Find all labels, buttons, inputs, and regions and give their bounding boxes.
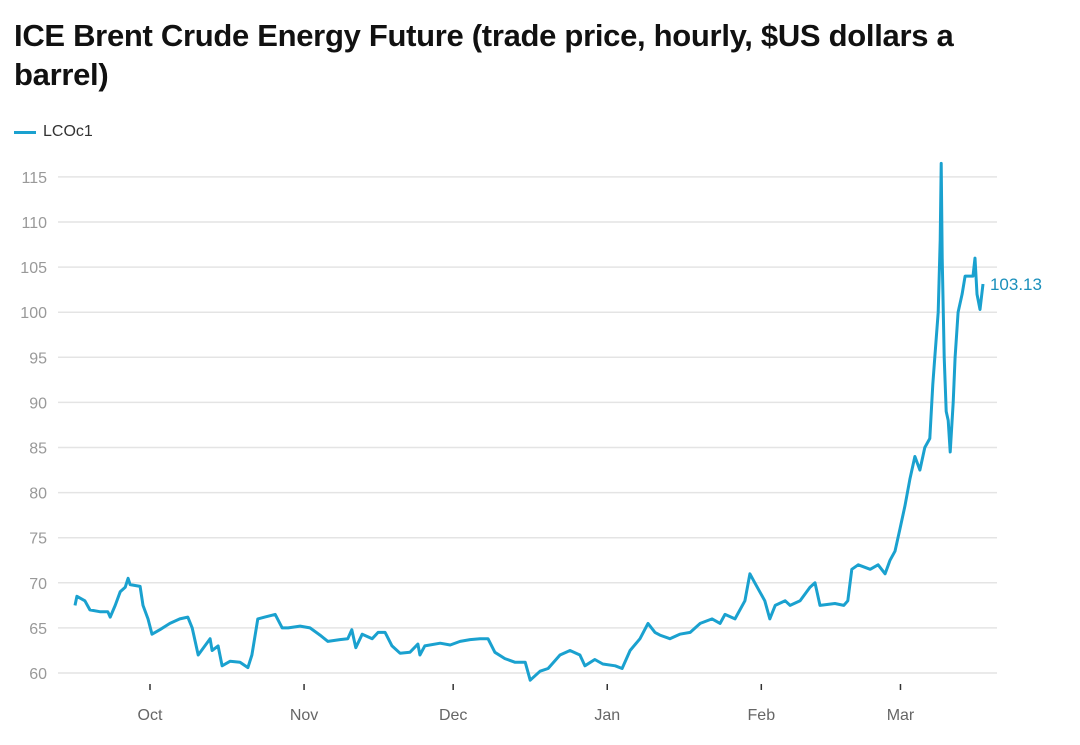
x-tick-label: Oct <box>138 707 163 724</box>
x-tick-label: Mar <box>887 707 915 724</box>
chart-title: ICE Brent Crude Energy Future (trade pri… <box>14 18 954 92</box>
y-tick-label: 75 <box>29 531 47 548</box>
series-line-lcoc1 <box>73 161 985 682</box>
x-tick-label: Nov <box>290 707 318 724</box>
y-tick-label: 115 <box>21 170 47 187</box>
y-tick-label: 100 <box>20 305 47 322</box>
y-tick-label: 95 <box>29 350 47 367</box>
end-value-label: 103.13 <box>990 275 1042 294</box>
y-tick-label: 70 <box>29 576 47 593</box>
x-tick-label: Dec <box>439 707 467 724</box>
y-tick-label: 105 <box>20 260 47 277</box>
y-tick-label: 65 <box>29 621 47 638</box>
y-tick-label: 60 <box>29 666 47 683</box>
x-tick-label: Feb <box>748 707 776 724</box>
y-tick-label: 90 <box>29 395 47 412</box>
y-tick-label: 85 <box>29 441 47 458</box>
legend-swatch <box>14 130 36 134</box>
legend: LCOc1 <box>14 123 93 141</box>
legend-label: LCOc1 <box>43 123 93 140</box>
x-tick-label: Jan <box>594 707 620 724</box>
y-tick-label: 110 <box>21 215 47 232</box>
y-tick-label: 80 <box>29 486 47 503</box>
